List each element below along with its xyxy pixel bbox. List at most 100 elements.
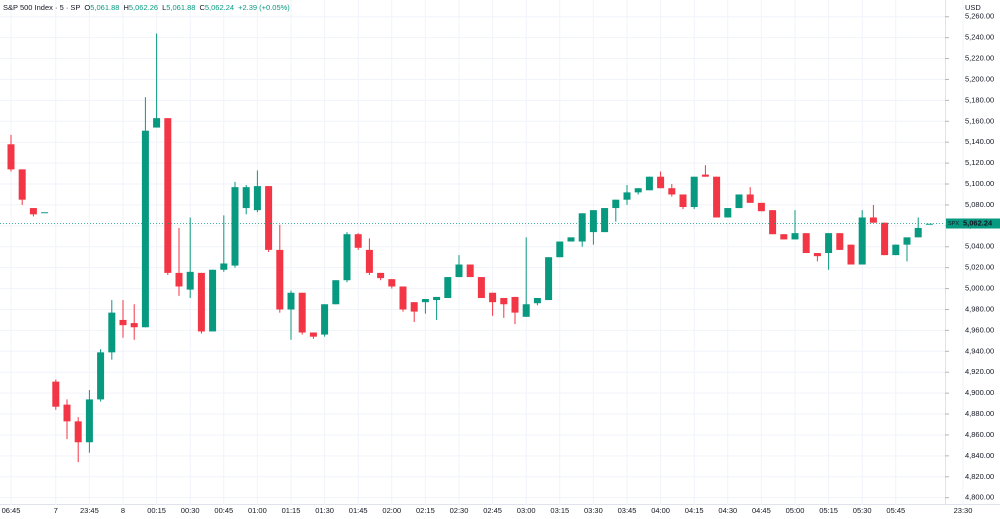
candle-body	[713, 176, 721, 218]
candle-body	[186, 271, 194, 290]
y-tick-label: 4,940.00	[965, 346, 994, 355]
candle-body	[63, 404, 71, 422]
candle-body	[153, 118, 161, 128]
last-price-box	[946, 218, 1000, 229]
candle-body	[309, 332, 317, 337]
x-tick-label: 7	[54, 506, 58, 515]
change: +2.39 (+0.05%)	[238, 3, 290, 12]
x-tick-label: 02:30	[450, 506, 469, 515]
header: S&P 500 Index · 5 · SP O5,061.88 H5,062.26…	[3, 3, 290, 12]
x-tick-label: 03:45	[618, 506, 637, 515]
candle-body	[690, 176, 698, 208]
x-tick-label: 00:30	[181, 506, 200, 515]
candle-body	[881, 222, 889, 256]
x-tick-label: 00:45	[214, 506, 233, 515]
last-price-label: 5,062.24	[963, 218, 993, 227]
candle-body	[679, 194, 687, 208]
candle-body	[634, 188, 642, 193]
candle-body	[858, 217, 866, 265]
candle-body	[287, 292, 295, 310]
candle-body	[377, 272, 385, 279]
x-tick-label: 03:15	[550, 506, 569, 515]
y-tick-label: 4,800.00	[965, 493, 994, 502]
y-tick-label: 4,960.00	[965, 325, 994, 334]
candle-body	[164, 118, 172, 273]
x-tick-label: 04:45	[752, 506, 771, 515]
candle-body	[141, 130, 149, 328]
x-tick-label: 03:30	[584, 506, 603, 515]
ohlc-value: 5,061.88	[166, 3, 195, 12]
x-tick-label: 03:00	[517, 506, 536, 515]
candle-body	[130, 323, 138, 328]
candle-body	[925, 223, 933, 225]
candle-body	[869, 217, 877, 223]
candle-body	[365, 249, 373, 273]
candle-body	[354, 234, 362, 248]
candle-body	[231, 187, 239, 266]
y-tick-label: 5,100.00	[965, 179, 994, 188]
candle-body	[668, 188, 676, 195]
ohlc-key: C	[199, 3, 205, 12]
candle-body	[847, 244, 855, 265]
candle-body	[209, 269, 217, 332]
candle-body	[29, 208, 37, 215]
candle-body	[85, 399, 93, 443]
x-tick-label: 05:45	[886, 506, 905, 515]
candle-body	[556, 241, 564, 258]
candles	[7, 33, 933, 463]
ohlc-key: L	[162, 3, 166, 12]
x-tick-label: 05:00	[786, 506, 805, 515]
candle-body	[825, 233, 833, 254]
currency: USD	[965, 3, 981, 12]
candle-body	[914, 227, 922, 238]
x-tick-label: 8	[121, 506, 125, 515]
candle-body	[735, 194, 743, 209]
candle-body	[52, 381, 60, 407]
candle-body	[511, 296, 519, 313]
candle-body	[701, 174, 709, 177]
y-tick-label: 5,200.00	[965, 74, 994, 83]
candle-body	[500, 297, 508, 305]
y-tick-label: 5,000.00	[965, 284, 994, 293]
candle-body	[421, 299, 429, 303]
candle-body	[119, 319, 127, 326]
symbol-title: S&P 500 Index · 5 · SP	[3, 3, 80, 12]
grid	[0, 0, 964, 505]
candle-body	[567, 237, 575, 242]
candle-body	[265, 186, 273, 250]
x-tick-label: 05:15	[819, 506, 838, 515]
candle-body	[769, 210, 777, 235]
x-tick-label: 00:15	[147, 506, 166, 515]
y-tick-label: 5,080.00	[965, 200, 994, 209]
candle-body	[903, 237, 911, 245]
x-tick-label: 05:30	[853, 506, 872, 515]
y-tick-label: 5,260.00	[965, 12, 994, 21]
candle-body	[746, 194, 754, 203]
ohlc-key: H	[123, 3, 128, 12]
y-tick-label: 5,040.00	[965, 242, 994, 251]
y-tick-label: 5,220.00	[965, 54, 994, 63]
y-tick-label: 4,880.00	[965, 409, 994, 418]
y-tick-label: 5,160.00	[965, 116, 994, 125]
y-tick-label: 4,860.00	[965, 430, 994, 439]
candle-body	[388, 279, 396, 287]
candle-body	[489, 292, 497, 303]
candle-body	[7, 144, 15, 170]
candle-body	[836, 233, 844, 250]
y-tick-label: 5,020.00	[965, 263, 994, 272]
candle-body	[455, 264, 463, 278]
x-tick-label: 04:30	[718, 506, 737, 515]
y-tick-label: 5,240.00	[965, 33, 994, 42]
x-tick-label: 02:45	[483, 506, 502, 515]
candle-body	[589, 210, 597, 233]
candle-body	[399, 286, 407, 310]
y-tick-label: 4,900.00	[965, 388, 994, 397]
ohlc-value: 5,062.26	[129, 3, 158, 12]
candle-body	[802, 233, 810, 254]
x-tick-label: 02:00	[382, 506, 401, 515]
candle-body	[657, 176, 665, 189]
ohlc-value: 5,062.24	[205, 3, 234, 12]
candle-body	[813, 253, 821, 257]
candle-body	[74, 421, 82, 443]
